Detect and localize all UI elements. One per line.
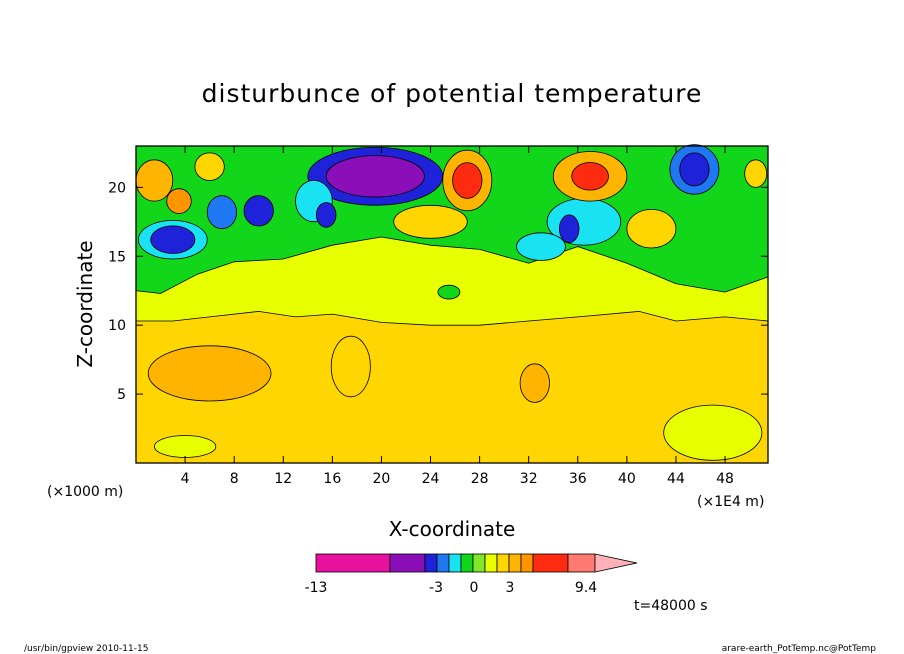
- contour-band: [330, 335, 371, 398]
- x-tick-label: 12: [274, 471, 292, 487]
- y-axis-label: Z-coordinate: [73, 240, 97, 367]
- colorbar-swatch: [520, 553, 534, 573]
- colorbar-swatch: [484, 553, 498, 573]
- contour-band: [325, 155, 425, 198]
- colorbar-label: 9.4: [575, 580, 597, 596]
- colorbar-label: -13: [305, 580, 328, 596]
- colorbar-swatch: [389, 553, 426, 573]
- colorbar-swatch: [436, 553, 450, 573]
- colorbar-label: -3: [429, 580, 443, 596]
- colorbar-swatch: [448, 553, 462, 573]
- colorbar: -13 -3 0 3 9.4: [305, 553, 638, 596]
- x-tick-label: 44: [667, 471, 685, 487]
- y-tick-label: 10: [108, 318, 126, 334]
- colorbar-swatch: [496, 553, 510, 573]
- x-unit-label: (×1E4 m): [697, 494, 764, 510]
- colorbar-swatch: [460, 553, 474, 573]
- colorbar-swatch: [315, 553, 391, 573]
- x-tick-label: 28: [471, 471, 489, 487]
- contour-band: [519, 363, 550, 403]
- contour-band: [663, 404, 763, 461]
- x-tick-label: 20: [373, 471, 391, 487]
- colorbar-swatch: [567, 553, 596, 573]
- contour-band: [393, 204, 468, 239]
- colorbar-label: 0: [470, 580, 479, 596]
- colorbar-arrow: [594, 553, 638, 573]
- contour-band: [626, 208, 677, 249]
- contour-band: [571, 162, 609, 191]
- contour-band: [437, 284, 461, 300]
- contour-band: [154, 435, 217, 458]
- contour-band: [243, 195, 274, 227]
- contour-band: [150, 225, 196, 254]
- y-tick-label: 5: [117, 387, 126, 403]
- x-tick-label: 48: [716, 471, 734, 487]
- y-tick-label: 20: [108, 180, 126, 196]
- x-tick-label: 36: [569, 471, 587, 487]
- footer-left: /usr/bin/gpview 2010-11-15: [24, 644, 148, 654]
- contour-band: [559, 214, 580, 243]
- contour-band: [452, 162, 483, 199]
- x-tick-label: 4: [181, 471, 190, 487]
- contour-band: [147, 345, 272, 402]
- x-tick-label: 16: [323, 471, 341, 487]
- x-tick-label: 24: [422, 471, 440, 487]
- contour-band: [206, 195, 237, 230]
- contour-band: [166, 188, 192, 214]
- time-label: t=48000 s: [634, 598, 708, 614]
- contour-band: [135, 159, 174, 202]
- colorbar-label: 3: [506, 580, 515, 596]
- contour-band: [516, 232, 566, 261]
- contour-band: [744, 159, 768, 188]
- footer-right: arare-earth_PotTemp.nc@PotTemp: [722, 644, 877, 654]
- contour-band: [194, 152, 225, 181]
- colorbar-swatch: [508, 553, 522, 573]
- contour-band: [679, 152, 710, 187]
- chart-title: disturbunce of potential temperature: [202, 79, 703, 108]
- x-tick-label: 32: [520, 471, 538, 487]
- plot-frame: [135, 145, 769, 464]
- x-tick-label: 8: [230, 471, 239, 487]
- colorbar-swatch: [424, 553, 438, 573]
- contour-band: [316, 202, 337, 228]
- colorbar-swatch: [532, 553, 569, 573]
- y-unit-label: (×1000 m): [47, 484, 123, 500]
- x-tick-label: 40: [618, 471, 636, 487]
- colorbar-swatch: [472, 553, 486, 573]
- y-tick-label: 15: [108, 249, 126, 265]
- x-axis-label: X-coordinate: [389, 517, 516, 541]
